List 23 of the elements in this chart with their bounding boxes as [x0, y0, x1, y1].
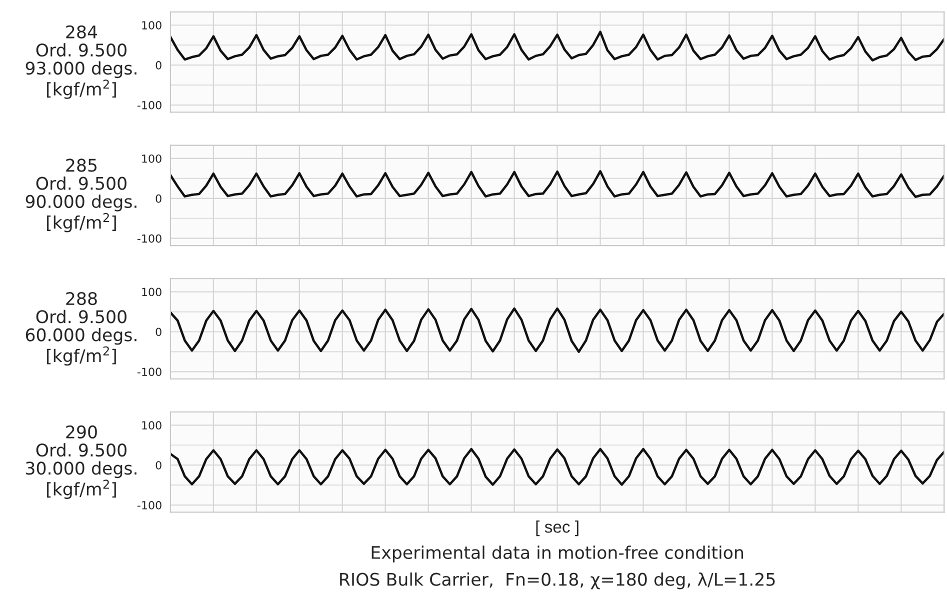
y-tick-label: 100 [142, 288, 162, 296]
y-tick-label: 100 [142, 421, 162, 430]
line-series [170, 170, 944, 198]
y-axis-title: 284 Ord. 9.500 93.000 degs. [kgf/m$^{2}$] [26, 25, 136, 99]
y-tick-label: 0 [156, 61, 162, 70]
text: RIOS Bulk Carrier, Fn=0.18, χ=180 deg, λ/L=1.25 [340, 572, 775, 590]
text: Experimental data in motion-free condition [372, 546, 743, 562]
y-tick-label: 0 [156, 194, 162, 203]
line-series [170, 307, 944, 353]
y-axis-title: 290 Ord. 9.500 30.000 degs. [kgf/m$^{2}$] [26, 425, 136, 499]
y-axis-title: 288 Ord. 9.500 60.000 degs. [kgf/m$^{2}$] [26, 292, 136, 366]
y-tick-label: -100 [137, 368, 162, 376]
y-tick-label: -100 [137, 100, 162, 110]
y-tick-label: -100 [137, 501, 162, 510]
y-tick-label: -100 [137, 234, 162, 243]
y-axis-title: 285 Ord. 9.500 90.000 degs. [kgf/m$^{2}$] [26, 158, 136, 232]
x-axis-title: [ sec ] [536, 520, 578, 536]
y-tick-label: 0 [156, 461, 162, 470]
y-tick-label: 0 [156, 328, 162, 336]
line-series [170, 448, 944, 486]
line-series [170, 30, 944, 62]
y-tick-label: 100 [142, 154, 162, 163]
y-tick-label: 100 [142, 21, 162, 30]
